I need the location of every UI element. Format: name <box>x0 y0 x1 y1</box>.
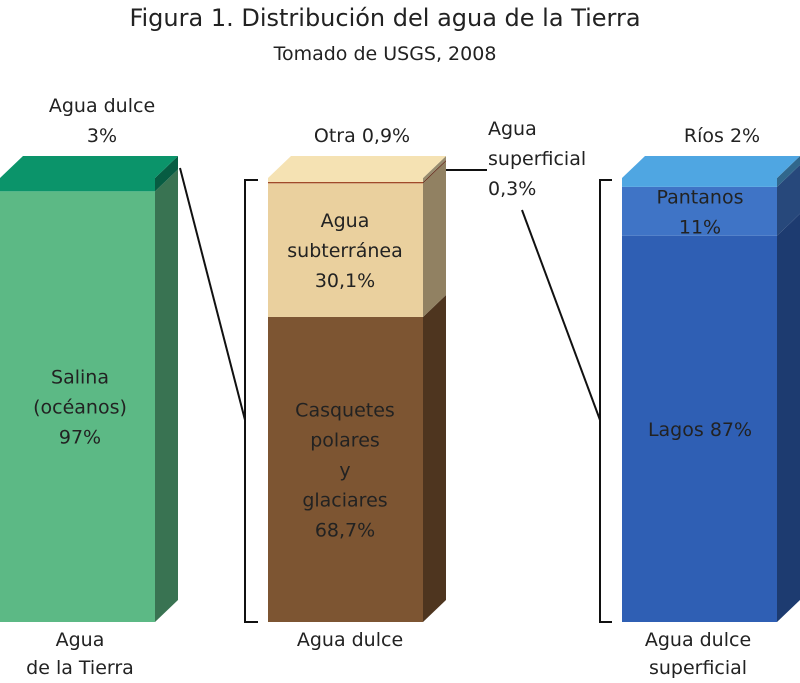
segment-value-label: 97% <box>59 427 101 449</box>
segment-value-label: 68,7% <box>315 519 375 541</box>
bar-segment-side <box>155 169 178 622</box>
segment-value-label: 2% <box>730 125 760 147</box>
segment-label: Ríos 2% <box>684 125 760 147</box>
bar-top <box>0 156 178 178</box>
category-label: Agua dulce superficial <box>645 629 751 679</box>
segment-name: y <box>339 459 350 481</box>
segment-label: Otra 0,9% <box>314 125 410 147</box>
segment-name: superficial <box>488 148 586 170</box>
chart-subtitle: Tomado de USGS, 2008 <box>273 43 497 65</box>
stacked-bar: Lagos 87% Pantanos 11% Ríos 2% <box>622 125 800 622</box>
stacked-bar: Casquetes polares y glaciares 68,7% Agua subte… <box>268 118 586 622</box>
leader-line <box>521 209 601 421</box>
segment-value-label: 0,9% <box>362 125 410 147</box>
segment-label: Agua subterránea 30,1% <box>287 210 402 292</box>
segment-value-label: 30,1% <box>315 270 375 292</box>
bar-segment-side <box>155 156 178 192</box>
segment-name: Ríos <box>684 125 724 147</box>
bracket <box>599 179 612 623</box>
segment-value-label: 3% <box>87 125 117 147</box>
bracket <box>244 179 258 623</box>
bar-segment-side <box>423 294 446 622</box>
chart-title: Figura 1. Distribución del agua de la Ti… <box>129 4 640 32</box>
bar-segment <box>268 316 423 622</box>
segment-name: polares <box>310 429 380 451</box>
category-line: Agua <box>56 629 105 651</box>
leader-line <box>179 167 246 421</box>
segment-value-label: 87% <box>710 419 752 441</box>
segment-name: Agua dulce <box>49 95 155 117</box>
segment-name: glaciares <box>302 489 387 511</box>
segment-label: Lagos 87% <box>648 419 752 441</box>
bar-top <box>268 156 446 178</box>
segment-value-label: 11% <box>679 216 721 238</box>
bar-segment-side <box>777 156 800 187</box>
category-line: de la Tierra <box>26 657 134 679</box>
segment-name: Casquetes <box>295 399 395 421</box>
segment-label: Agua superficial 0,3% <box>488 118 586 200</box>
bar-segment <box>0 178 155 192</box>
bar-segment-side <box>777 213 800 622</box>
segment-name: Lagos <box>648 419 704 441</box>
segment-label: Casquetes polares y glaciares 68,7% <box>295 399 395 541</box>
bar-segment <box>0 191 155 622</box>
segment-name: Otra <box>314 125 356 147</box>
bar-segment-side <box>423 156 446 182</box>
category-label: Agua de la Tierra <box>26 629 134 679</box>
segment-name: Salina <box>51 367 109 389</box>
category-line: Agua dulce <box>645 629 751 651</box>
bar-segment-side <box>423 159 446 184</box>
segment-name: (océanos) <box>33 397 127 419</box>
category-label: Agua dulce <box>297 629 403 651</box>
bar-segment <box>268 178 423 182</box>
bar-segment-side <box>777 164 800 236</box>
segment-label: Pantanos 11% <box>657 186 744 238</box>
segment-name: Agua <box>488 118 537 140</box>
bar-segment <box>622 235 777 622</box>
bar-segment <box>268 181 423 184</box>
segment-name: subterránea <box>287 240 402 262</box>
bar-segment <box>268 183 423 317</box>
category-line: superficial <box>649 657 747 679</box>
bar-top <box>622 156 800 178</box>
category-line: Agua dulce <box>297 629 403 651</box>
segment-name: Pantanos <box>657 186 744 208</box>
segment-name: Agua <box>321 210 370 232</box>
bar-segment-side <box>423 161 446 317</box>
segment-value-label: 0,3% <box>488 178 536 200</box>
bar-segment <box>622 186 777 236</box>
connectors <box>179 167 612 623</box>
stacked-bar: Salina (océanos) 97% Agua dulce 3% <box>0 95 178 622</box>
segment-label: Agua dulce 3% <box>49 95 155 147</box>
segment-label: Salina (océanos) 97% <box>33 367 127 449</box>
bar-segment <box>622 178 777 187</box>
